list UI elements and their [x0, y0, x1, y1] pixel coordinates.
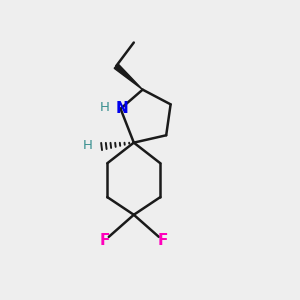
Polygon shape [114, 64, 142, 90]
Text: H: H [82, 139, 92, 152]
Text: F: F [157, 233, 168, 248]
Text: H: H [99, 101, 109, 114]
Text: N: N [116, 101, 128, 116]
Text: F: F [100, 233, 110, 248]
